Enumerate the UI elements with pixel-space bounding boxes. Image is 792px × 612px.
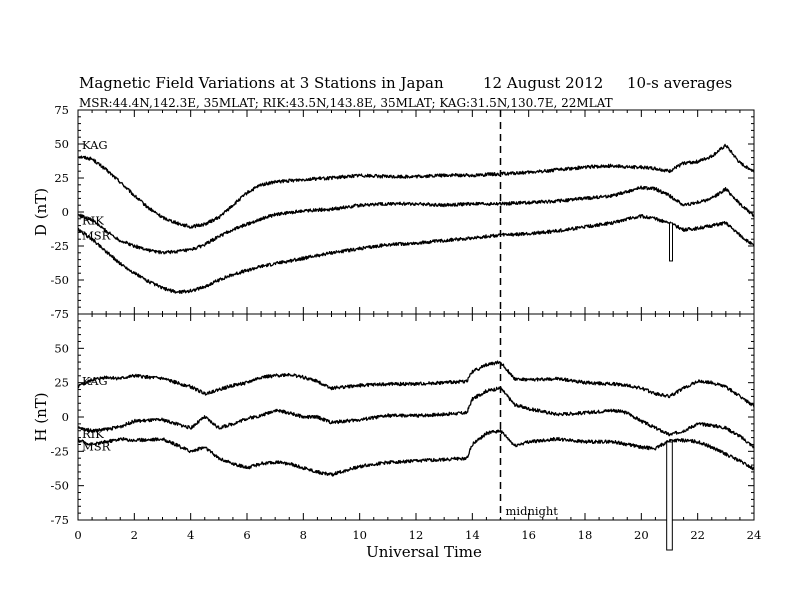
series-label-msr: MSR [82, 439, 111, 453]
x-tick-label: 22 [690, 528, 705, 542]
panel-h-y-label: H (nT) [32, 392, 50, 441]
x-tick-label: 4 [187, 528, 194, 542]
data-gap-spike [669, 222, 673, 262]
x-tick-label: 18 [578, 528, 593, 542]
x-tick-label: 24 [747, 528, 762, 542]
series-line-msr [77, 429, 755, 477]
y-tick-label: 25 [54, 171, 69, 185]
x-tick-label: 12 [409, 528, 424, 542]
y-tick-label: 50 [54, 137, 69, 151]
y-tick-label: 0 [62, 205, 69, 219]
x-tick-label: 6 [243, 528, 250, 542]
series-line-kag [77, 360, 755, 408]
chart-date: 12 August 2012 [483, 74, 603, 92]
panel-d-frame [77, 109, 755, 315]
x-tick-label: 20 [634, 528, 649, 542]
y-tick-label: -75 [50, 513, 69, 527]
series-label-kag: KAG [82, 374, 108, 388]
series-label-kag: KAG [82, 138, 108, 152]
data-gap-spike [666, 441, 673, 551]
chart-title: Magnetic Field Variations at 3 Stations … [79, 74, 444, 92]
y-tick-label: -25 [50, 444, 69, 458]
series-line-msr [77, 214, 755, 294]
x-tick-label: 16 [521, 528, 536, 542]
midnight-label: midnight [506, 504, 559, 518]
panel-d-y-label: D (nT) [32, 188, 50, 236]
x-tick-label: 14 [465, 528, 480, 542]
y-tick-label: 75 [54, 103, 69, 117]
y-tick-label: -50 [50, 479, 69, 493]
y-tick-label: 25 [54, 376, 69, 390]
chart-averaging: 10-s averages [627, 74, 732, 92]
series-label-rik: RIK [82, 427, 104, 441]
series-line-kag [77, 143, 755, 229]
series-label-msr: MSR [82, 229, 111, 243]
station-coordinates: MSR:44.4N,142.3E, 35MLAT; RIK:43.5N,143.… [79, 96, 613, 110]
y-tick-label: 0 [62, 410, 69, 424]
y-tick-label: -25 [50, 239, 69, 253]
x-axis-title: Universal Time [366, 543, 482, 561]
series-label-rik: RIK [82, 214, 104, 228]
series-line-rik [77, 386, 755, 449]
panel-d-x-ticks [77, 110, 755, 314]
panel-h-x-ticks: 0 2 4 6 8 10 12 14 16 18 20 22 24 [74, 314, 761, 542]
x-tick-label: 8 [300, 528, 307, 542]
x-tick-label: 10 [352, 528, 367, 542]
x-tick-label: 2 [131, 528, 138, 542]
y-tick-label: 50 [54, 341, 69, 355]
series-line-rik [77, 185, 755, 255]
y-tick-label: -50 [50, 273, 69, 287]
x-tick-label: 0 [74, 528, 81, 542]
panel-h-frame [77, 313, 755, 521]
y-tick-label: -75 [50, 307, 69, 321]
